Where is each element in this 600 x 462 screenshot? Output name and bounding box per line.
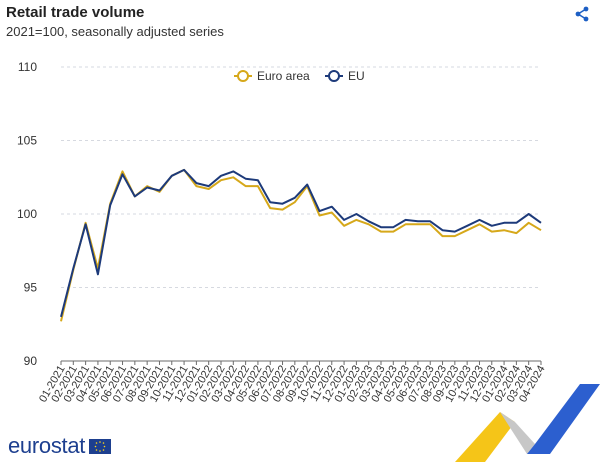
decorative-ribbon bbox=[455, 384, 600, 462]
y-tick-label: 100 bbox=[17, 207, 37, 221]
y-tick-label: 110 bbox=[18, 60, 37, 74]
eu-flag-icon bbox=[89, 438, 112, 454]
legend-label[interactable]: Euro area bbox=[257, 69, 310, 83]
chart-title: Retail trade volume bbox=[6, 4, 145, 21]
chart-subtitle: 2021=100, seasonally adjusted series bbox=[6, 24, 224, 39]
y-tick-label: 95 bbox=[24, 281, 38, 295]
legend-label[interactable]: EU bbox=[348, 69, 365, 83]
legend-marker bbox=[237, 70, 249, 82]
series-line-eu[interactable] bbox=[60, 168, 542, 318]
y-tick-label: 105 bbox=[17, 134, 37, 148]
y-tick-label: 90 bbox=[24, 354, 38, 368]
share-icon[interactable] bbox=[574, 6, 590, 22]
eurostat-logo: eurostat bbox=[8, 433, 112, 459]
brand-name: eurostat bbox=[8, 433, 86, 458]
legend-marker bbox=[328, 70, 340, 82]
